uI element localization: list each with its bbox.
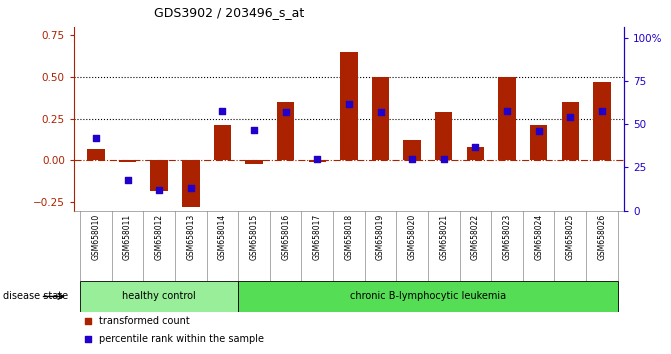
Text: GSM658014: GSM658014 xyxy=(218,214,227,261)
Bar xyxy=(403,140,421,160)
Point xyxy=(438,156,449,162)
Text: GSM658016: GSM658016 xyxy=(281,214,290,261)
Text: transformed count: transformed count xyxy=(99,316,189,326)
Text: healthy control: healthy control xyxy=(122,291,196,302)
Text: percentile rank within the sample: percentile rank within the sample xyxy=(99,334,264,344)
Point xyxy=(407,156,417,162)
Point xyxy=(470,144,481,150)
Text: GSM658017: GSM658017 xyxy=(313,214,322,261)
Point xyxy=(82,336,93,342)
Bar xyxy=(593,82,611,160)
Point xyxy=(280,109,291,115)
Bar xyxy=(277,102,295,160)
Text: GSM658024: GSM658024 xyxy=(534,214,543,261)
Point xyxy=(217,108,227,113)
Bar xyxy=(435,112,452,160)
Bar xyxy=(372,77,389,160)
Point xyxy=(312,156,323,162)
Point xyxy=(565,115,576,120)
Text: GDS3902 / 203496_s_at: GDS3902 / 203496_s_at xyxy=(154,6,305,19)
Point xyxy=(122,177,133,182)
Point xyxy=(185,185,196,191)
Point xyxy=(344,101,354,107)
Bar xyxy=(246,160,263,164)
Point xyxy=(597,108,607,113)
Text: GSM658015: GSM658015 xyxy=(250,214,258,261)
Bar xyxy=(150,160,168,190)
Text: GSM658025: GSM658025 xyxy=(566,214,575,261)
Text: chronic B-lymphocytic leukemia: chronic B-lymphocytic leukemia xyxy=(350,291,506,302)
Text: GSM658018: GSM658018 xyxy=(344,214,354,260)
Point xyxy=(249,127,260,132)
Text: GSM658026: GSM658026 xyxy=(597,214,607,261)
Bar xyxy=(182,160,199,207)
Point xyxy=(533,129,544,134)
Bar xyxy=(340,52,358,160)
Text: GSM658021: GSM658021 xyxy=(440,214,448,260)
Bar xyxy=(87,149,105,160)
Point xyxy=(375,109,386,115)
Bar xyxy=(562,102,579,160)
Text: GSM658011: GSM658011 xyxy=(123,214,132,260)
Point xyxy=(91,135,101,141)
Bar xyxy=(238,281,618,312)
Text: GSM658010: GSM658010 xyxy=(91,214,101,261)
Bar xyxy=(80,281,238,312)
Text: GSM658020: GSM658020 xyxy=(408,214,417,261)
Bar xyxy=(119,160,136,162)
Bar xyxy=(214,125,231,160)
Text: GSM658022: GSM658022 xyxy=(471,214,480,260)
Bar xyxy=(499,77,516,160)
Text: GSM658023: GSM658023 xyxy=(503,214,511,261)
Point xyxy=(502,108,513,113)
Bar xyxy=(309,160,326,162)
Point xyxy=(82,319,93,324)
Text: GSM658019: GSM658019 xyxy=(376,214,385,261)
Point xyxy=(154,187,164,193)
Bar xyxy=(467,147,484,160)
Text: disease state: disease state xyxy=(3,291,68,302)
Bar xyxy=(530,125,548,160)
Text: GSM658012: GSM658012 xyxy=(155,214,164,260)
Text: GSM658013: GSM658013 xyxy=(187,214,195,261)
